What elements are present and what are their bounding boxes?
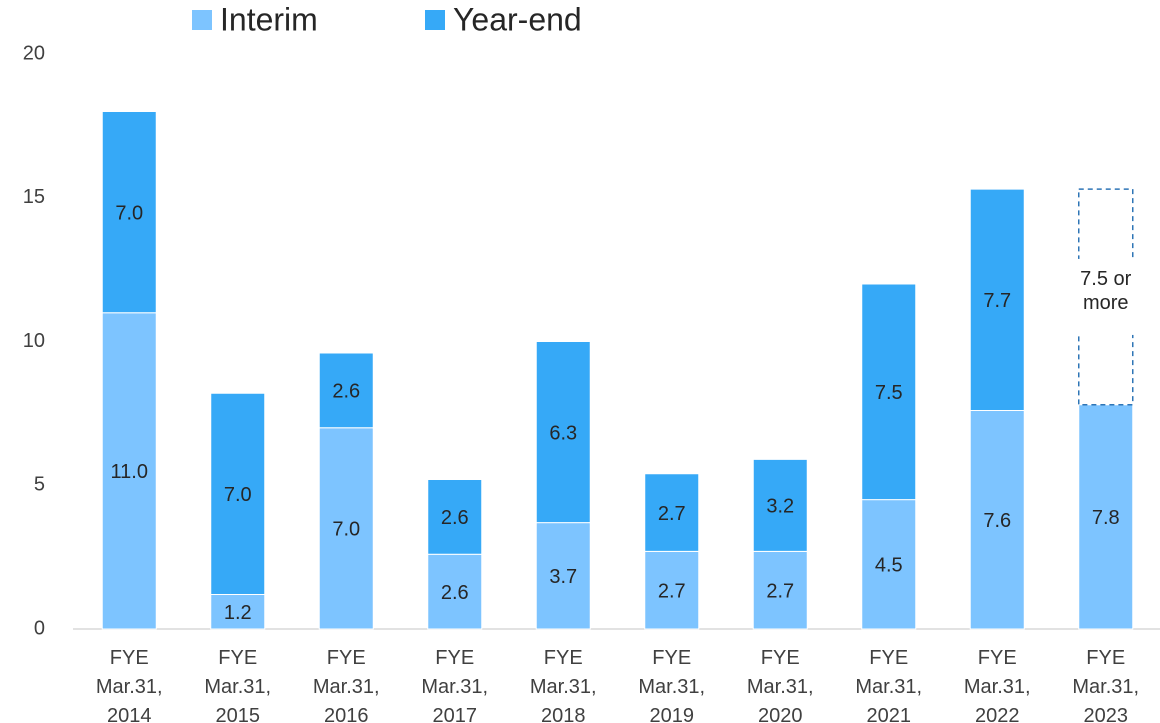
x-tick-label: FYE Mar.31, 2020 xyxy=(747,647,814,723)
y-tick-label: 15 xyxy=(23,186,45,208)
bar-segment xyxy=(535,341,591,524)
bar-segment xyxy=(861,283,917,501)
x-tick-label: FYE Mar.31, 2014 xyxy=(96,647,163,723)
x-tick-line: FYE xyxy=(544,647,583,669)
x-tick-line: Mar.31, xyxy=(855,676,922,698)
x-tick-line: 2023 xyxy=(1084,705,1129,723)
y-tick-label: 0 xyxy=(34,617,45,639)
data-label: 2.6 xyxy=(332,381,360,403)
x-tick-line: Mar.31, xyxy=(964,676,1031,698)
x-tick-line: 2017 xyxy=(433,705,478,723)
data-label: 7.8 xyxy=(1092,507,1120,529)
data-label: 3.7 xyxy=(549,566,577,588)
x-tick-label: FYE Mar.31, 2023 xyxy=(1072,647,1139,723)
data-label: 2.6 xyxy=(441,507,469,529)
y-tick-label: 5 xyxy=(34,474,45,496)
data-label: 2.6 xyxy=(441,582,469,604)
data-label: 6.3 xyxy=(549,422,577,444)
bar-segment xyxy=(427,553,483,630)
x-tick-line: Mar.31, xyxy=(421,676,488,698)
x-tick-line: 2020 xyxy=(758,705,803,723)
data-label: 7.7 xyxy=(983,290,1011,312)
x-tick-line: 2015 xyxy=(216,705,261,723)
data-label: 7.6 xyxy=(983,510,1011,532)
data-label: 7.0 xyxy=(332,519,360,541)
x-tick-line: Mar.31, xyxy=(313,676,380,698)
x-tick-line: FYE xyxy=(435,647,474,669)
legend-swatch xyxy=(192,10,212,30)
bar-segment xyxy=(535,522,591,630)
data-label: 7.0 xyxy=(115,202,143,224)
x-tick-line: 2019 xyxy=(650,705,695,723)
label-gap xyxy=(1074,258,1137,335)
y-tick-label: 20 xyxy=(23,42,45,64)
bar-segment xyxy=(969,410,1025,630)
x-tick-line: FYE xyxy=(761,647,800,669)
x-tick-line: FYE xyxy=(218,647,257,669)
data-label: 7.5 xyxy=(875,382,903,404)
bar-segment xyxy=(969,188,1025,411)
legend-label: Interim xyxy=(220,1,318,37)
x-tick-line: 2018 xyxy=(541,705,586,723)
x-tick-line: Mar.31, xyxy=(638,676,705,698)
bar-segment xyxy=(318,352,374,429)
x-tick-line: FYE xyxy=(978,647,1017,669)
bar-segment xyxy=(752,458,808,552)
x-tick-line: FYE xyxy=(1086,647,1125,669)
x-tick-line: 2021 xyxy=(867,705,912,723)
data-label: 4.5 xyxy=(875,555,903,577)
x-tick-line: Mar.31, xyxy=(204,676,271,698)
legend-swatch xyxy=(425,10,445,30)
data-label: 7.0 xyxy=(224,484,252,506)
data-label: 2.7 xyxy=(766,580,794,602)
x-tick-label: FYE Mar.31, 2022 xyxy=(964,647,1031,723)
x-tick-label: FYE Mar.31, 2018 xyxy=(530,647,597,723)
x-tick-line: FYE xyxy=(110,647,149,669)
bar-segment xyxy=(752,550,808,630)
x-tick-line: Mar.31, xyxy=(96,676,163,698)
data-label: 2.7 xyxy=(658,503,686,525)
bar-segment xyxy=(1078,404,1134,630)
x-tick-label: FYE Mar.31, 2021 xyxy=(855,647,922,723)
x-tick-line: 2014 xyxy=(107,705,152,723)
bar-segment xyxy=(644,473,700,552)
bar-segment xyxy=(427,479,483,555)
x-tick-line: 2022 xyxy=(975,705,1020,723)
x-tick-label: FYE Mar.31, 2017 xyxy=(421,647,488,723)
data-label: 7.5 or more xyxy=(1080,267,1132,314)
data-label: 3.2 xyxy=(766,496,794,518)
x-tick-line: FYE xyxy=(652,647,691,669)
data-label-box: 7.5 or more xyxy=(1080,267,1132,314)
data-label: 1.2 xyxy=(224,602,252,624)
bar-segment xyxy=(101,111,157,314)
x-tick-label: FYE Mar.31, 2015 xyxy=(204,647,271,723)
bar-segment xyxy=(101,312,157,630)
x-tick-line: 2016 xyxy=(324,705,369,723)
bar-segment xyxy=(644,550,700,630)
x-tick-line: Mar.31, xyxy=(747,676,814,698)
x-tick-line: FYE xyxy=(327,647,366,669)
forecast-box xyxy=(1078,188,1134,406)
legend: Interim Year-end xyxy=(192,1,582,37)
x-tick-label: FYE Mar.31, 2019 xyxy=(638,647,705,723)
x-tick-line: FYE xyxy=(869,647,908,669)
x-tick-line: Mar.31, xyxy=(530,676,597,698)
legend-label: Year-end xyxy=(453,1,582,37)
y-tick-label: 10 xyxy=(23,330,45,352)
data-label: 2.7 xyxy=(658,580,686,602)
x-tick-line: Mar.31, xyxy=(1072,676,1139,698)
data-label: 11.0 xyxy=(111,461,148,483)
x-tick-label: FYE Mar.31, 2016 xyxy=(313,647,380,723)
bar-segment xyxy=(210,392,266,595)
bar-segment xyxy=(318,427,374,630)
bar-segment xyxy=(861,499,917,630)
